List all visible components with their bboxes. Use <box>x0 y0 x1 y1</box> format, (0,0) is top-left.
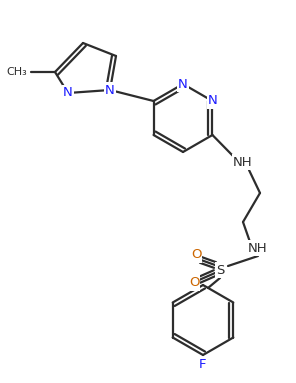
Text: S: S <box>216 264 224 277</box>
Text: F: F <box>199 358 207 372</box>
Text: N: N <box>178 77 188 90</box>
Text: NH: NH <box>233 155 253 169</box>
Text: O: O <box>191 249 201 262</box>
Text: N: N <box>207 95 217 108</box>
Text: O: O <box>189 277 199 290</box>
Text: CH₃: CH₃ <box>6 67 27 77</box>
Text: NH: NH <box>248 242 268 254</box>
Text: N: N <box>105 83 115 97</box>
Text: N: N <box>63 87 73 100</box>
